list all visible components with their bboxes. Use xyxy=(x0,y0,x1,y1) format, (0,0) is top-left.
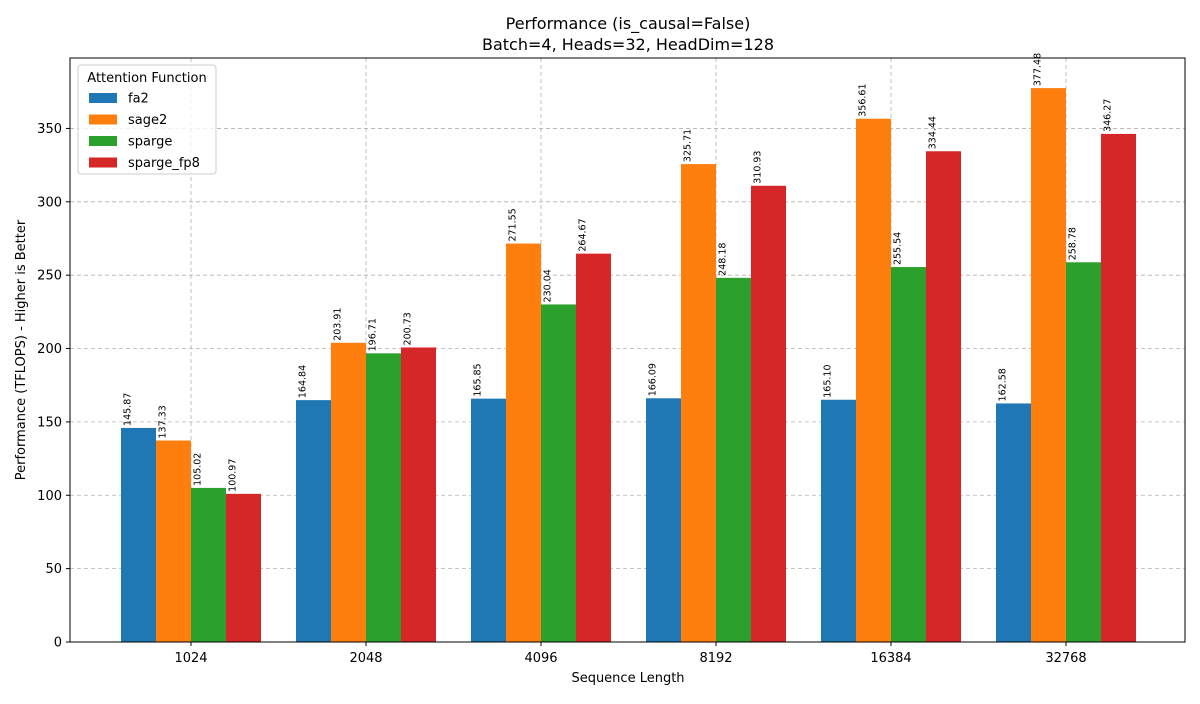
x-tick-label: 32768 xyxy=(1045,651,1086,666)
y-tick-label: 350 xyxy=(37,122,62,137)
bar-value-labels: 145.87 164.84 165.85 166.09 165.10 162.58 137.… xyxy=(123,53,1114,492)
bar-sparge_fp8-8192 xyxy=(751,185,786,643)
bars-layer xyxy=(121,88,1136,643)
bar-sage2-4096 xyxy=(506,243,541,642)
bar-value-label: 203.91 xyxy=(333,308,344,341)
bar-value-label: 258.78 xyxy=(1068,227,1079,260)
bar-sparge_fp8-1024 xyxy=(226,493,261,642)
x-axis-ticks: 1024 2048 4096 8192 16384 32768 xyxy=(174,642,1087,666)
x-axis-label: Sequence Length xyxy=(571,671,684,686)
bar-fa2-32768 xyxy=(996,403,1031,642)
y-axis-ticks: 0 50 100 150 200 250 300 350 xyxy=(37,122,70,651)
bar-sage2-32768 xyxy=(1031,88,1066,643)
legend-swatch-sparge_fp8 xyxy=(89,157,117,168)
bar-value-label: 310.93 xyxy=(753,151,764,184)
bar-sage2-8192 xyxy=(681,164,716,642)
bar-fa2-8192 xyxy=(646,398,681,642)
bar-value-label: 200.73 xyxy=(403,312,414,345)
x-tick-label: 16384 xyxy=(870,651,911,666)
bar-value-label: 264.67 xyxy=(578,218,589,251)
bar-sage2-2048 xyxy=(331,342,366,642)
x-tick-label: 1024 xyxy=(174,651,207,666)
bar-value-label: 377.48 xyxy=(1033,53,1044,86)
bar-sparge-32768 xyxy=(1066,262,1101,642)
chart-subtitle: Batch=4, Heads=32, HeadDim=128 xyxy=(482,35,774,54)
y-axis-label: Performance (TFLOPS) - Higher is Better xyxy=(14,219,29,480)
y-tick-label: 300 xyxy=(37,195,62,210)
bar-sage2-1024 xyxy=(156,440,191,642)
bar-value-label: 325.71 xyxy=(683,129,694,162)
y-tick-label: 100 xyxy=(37,489,62,504)
bar-sparge-2048 xyxy=(366,353,401,642)
y-tick-label: 0 xyxy=(54,636,62,651)
bar-value-label: 255.54 xyxy=(893,232,904,265)
bar-sparge_fp8-16384 xyxy=(926,151,961,642)
bar-sage2-16384 xyxy=(856,118,891,643)
bar-value-label: 196.71 xyxy=(368,318,379,351)
bar-fa2-2048 xyxy=(296,400,331,642)
x-tick-label: 4096 xyxy=(524,651,557,666)
legend-label-sparge: sparge xyxy=(128,135,172,150)
chart-title: Performance (is_causal=False) xyxy=(506,14,751,34)
x-tick-label: 8192 xyxy=(699,651,732,666)
bar-value-label: 230.04 xyxy=(543,269,554,302)
legend-swatch-sparge xyxy=(89,136,117,146)
bar-sparge-16384 xyxy=(891,267,926,642)
bar-value-label: 166.09 xyxy=(648,363,659,396)
bar-value-label: 100.97 xyxy=(228,459,239,492)
bar-fa2-1024 xyxy=(121,427,156,642)
bar-value-label: 165.85 xyxy=(473,363,484,396)
bar-value-label: 165.10 xyxy=(823,364,834,397)
plot-frame xyxy=(69,57,1186,643)
bar-value-label: 105.02 xyxy=(193,453,204,486)
x-tick-label: 2048 xyxy=(349,651,382,666)
bar-value-label: 248.18 xyxy=(718,243,729,276)
legend-label-sage2: sage2 xyxy=(128,113,167,128)
bar-fa2-16384 xyxy=(821,399,856,642)
bar-sparge_fp8-2048 xyxy=(401,347,436,642)
legend-label-fa2: fa2 xyxy=(128,92,149,107)
legend-swatch-fa2 xyxy=(89,93,117,103)
legend-items: fa2 sage2 sparge sparge_fp8 xyxy=(89,92,200,171)
bar-value-label: 334.44 xyxy=(928,116,939,149)
bar-value-label: 271.55 xyxy=(508,208,519,241)
legend-box xyxy=(77,64,217,175)
y-tick-label: 150 xyxy=(37,415,62,430)
bar-sparge-1024 xyxy=(191,487,226,642)
legend-swatch-sage2 xyxy=(89,114,117,125)
legend: Attention Function fa2 sage2 sparge sparge_… xyxy=(77,64,217,175)
bar-sparge-4096 xyxy=(541,304,576,642)
y-tick-label: 250 xyxy=(37,269,62,284)
bar-value-label: 137.33 xyxy=(158,405,169,438)
bar-sparge_fp8-4096 xyxy=(576,253,611,642)
bar-sparge_fp8-32768 xyxy=(1101,133,1136,642)
bar-value-label: 346.27 xyxy=(1103,99,1114,132)
y-tick-label: 200 xyxy=(37,342,62,357)
bar-value-label: 162.58 xyxy=(998,368,1009,401)
bar-value-label: 164.84 xyxy=(298,365,309,398)
legend-label-sparge_fp8: sparge_fp8 xyxy=(128,156,200,171)
bar-value-label: 356.61 xyxy=(858,83,869,116)
y-tick-label: 50 xyxy=(45,562,62,577)
legend-title: Attention Function xyxy=(87,71,206,86)
bar-value-label: 145.87 xyxy=(123,393,134,426)
bar-fa2-4096 xyxy=(471,398,506,642)
bar-sparge-8192 xyxy=(716,277,751,642)
